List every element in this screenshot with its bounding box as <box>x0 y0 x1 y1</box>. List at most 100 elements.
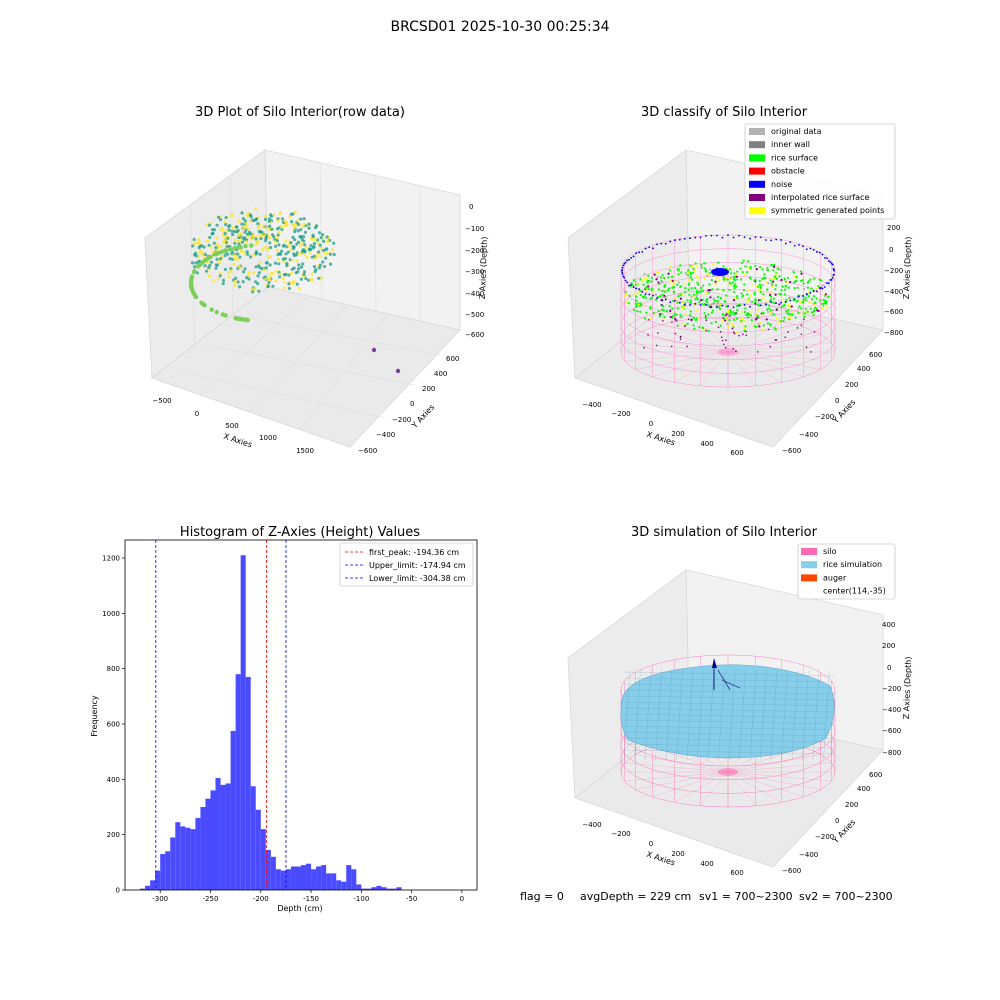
classify-point <box>820 279 823 282</box>
classify-silo-wireframe <box>620 234 836 388</box>
raw-3d-point <box>318 254 322 258</box>
classify-point <box>674 317 677 320</box>
classify-point <box>639 278 642 281</box>
classify-z-tick: 200 <box>887 224 900 232</box>
simulation-surface-gridline <box>655 669 662 761</box>
raw-3d-point <box>277 230 281 234</box>
classify-point <box>821 307 824 310</box>
histogram-bar <box>386 888 392 890</box>
classify-noise-point <box>780 301 782 304</box>
classify-noise-point <box>689 303 691 306</box>
classify-point <box>674 297 677 300</box>
classify-point <box>758 288 762 291</box>
raw-3d-point <box>291 235 295 239</box>
raw-3d-point <box>237 239 241 243</box>
raw-3d-point <box>192 268 197 274</box>
raw-3d-point <box>321 260 325 264</box>
classify-point <box>695 275 699 278</box>
classify-point <box>700 286 703 290</box>
histogram-x-tick-label: 0 <box>460 895 464 903</box>
raw-3d-point <box>319 236 323 240</box>
classify-point <box>667 287 671 290</box>
classify-point <box>676 307 679 310</box>
classify-point <box>716 288 719 291</box>
raw-3d-point <box>266 248 270 252</box>
classify-point <box>817 284 820 288</box>
raw-3d-point <box>307 222 311 226</box>
classify-point <box>691 264 694 267</box>
classify-point <box>800 279 803 283</box>
classify-point <box>675 319 677 322</box>
classify-point <box>686 299 689 302</box>
classify-noise-point <box>648 293 651 296</box>
classify-point <box>644 287 647 290</box>
raw-3d-point <box>275 235 279 240</box>
raw-3d-point <box>332 241 336 245</box>
classify-3d-y-ticks: −600 −400 −200 0 200 400 600 <box>782 351 882 455</box>
classify-point <box>727 326 730 329</box>
raw-3d-outlier-point <box>395 368 401 374</box>
classify-point <box>767 328 770 331</box>
simulation-surface-gridline <box>707 669 715 761</box>
classify-silo-spoke <box>727 351 804 377</box>
raw-3d-point <box>292 226 296 230</box>
raw-3d-y-ticks: −600 −400 −200 0 200 400 600 <box>358 355 459 455</box>
classify-noise-point <box>818 287 821 289</box>
histogram-bar <box>311 869 317 890</box>
classify-point <box>733 278 736 282</box>
classify-point <box>715 276 719 279</box>
classify-point <box>769 324 772 327</box>
raw-3d-point <box>216 215 221 219</box>
simulation-x-tick: 600 <box>730 869 743 877</box>
classify-point <box>709 296 712 299</box>
classify-point <box>732 311 735 314</box>
classify-point <box>696 298 700 301</box>
classify-point <box>796 299 799 302</box>
classify-point <box>797 306 800 310</box>
classify-point <box>719 303 722 306</box>
raw-3d-point <box>209 260 214 264</box>
classify-point <box>634 280 637 283</box>
classify-point <box>794 316 797 319</box>
classify-noise-point <box>832 274 835 276</box>
raw-3d-point <box>325 235 329 239</box>
raw-3d-point <box>287 273 291 277</box>
classify-point <box>679 316 682 319</box>
raw-3d-point <box>281 257 285 261</box>
classify-point <box>707 291 710 294</box>
raw-3d-point <box>263 214 268 218</box>
classify-point <box>825 302 828 305</box>
classify-point <box>712 302 715 305</box>
classify-point <box>705 319 708 322</box>
classify-point <box>688 293 691 297</box>
classify-point <box>735 350 737 353</box>
classify-point <box>700 290 703 293</box>
raw-3d-point <box>299 243 303 248</box>
classify-point <box>658 313 662 316</box>
classify-point <box>780 278 783 282</box>
raw-3d-x-label: X Axies <box>222 432 253 450</box>
raw-3d-x-ticks: −500 0 500 1000 1500 <box>152 397 314 455</box>
classify-point <box>772 280 775 283</box>
classify-point <box>780 289 783 292</box>
classify-point <box>662 289 665 293</box>
classify-noise-point <box>812 248 815 251</box>
raw-3d-point <box>298 234 302 239</box>
classify-point <box>742 259 745 262</box>
classify-point <box>747 288 751 291</box>
raw-x-tick: 500 <box>225 422 238 430</box>
classify-point <box>772 301 775 305</box>
classify-silo-spoke <box>727 318 756 353</box>
simulation-silo-spoke <box>635 771 729 790</box>
classify-point <box>736 278 739 281</box>
classify-point <box>800 333 803 336</box>
classify-point <box>650 296 654 299</box>
classify-point <box>718 279 721 282</box>
classify-point <box>671 307 674 310</box>
raw-3d-point <box>225 244 229 249</box>
classify-point <box>672 314 675 318</box>
raw-3d-point <box>224 238 228 242</box>
raw-3d-point <box>215 263 220 267</box>
classify-noise-point <box>705 304 707 306</box>
classify-point <box>742 288 746 292</box>
